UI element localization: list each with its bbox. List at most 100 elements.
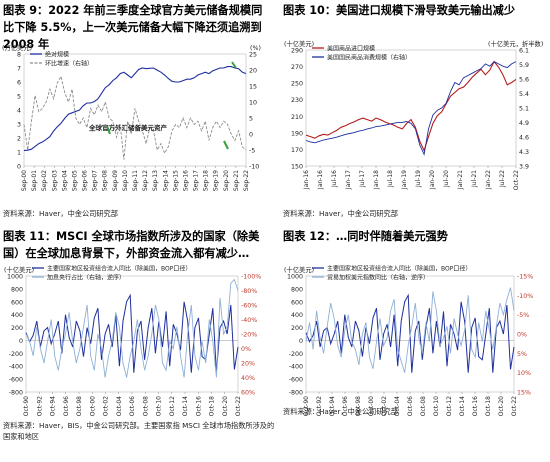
y-tick-label-right: 6.1 <box>519 48 529 55</box>
chart4: -800 -600 -400 -200 0 200 400 600 800 1000 -15% -10… <box>284 264 533 416</box>
x-tick-label: Sep-03 <box>51 170 58 191</box>
panel1-title: 图表 9：2022 年前三季度全球官方美元储备规模同比下降 5.5%，上一次美元… <box>3 4 263 51</box>
y-tick-label-left: 7 <box>17 66 21 73</box>
series-line-1 <box>305 287 515 373</box>
y-tick-label-left: 290 <box>291 48 303 55</box>
y-tick-label-right: 5 <box>249 116 253 123</box>
y-axis-label-left: (十亿美元) <box>284 265 314 274</box>
x-tick-label: Oct-02 <box>381 396 388 416</box>
panel3-title: 图表 11：MSCI 全球市场指数所涉及的国家（除美国）在全球加息背景下，外部资… <box>3 230 260 260</box>
y-axis-label-left: (十亿美元) <box>4 265 34 274</box>
legend-label: 美国商品进口规模 <box>327 44 375 52</box>
y-tick-label-right: 10% <box>517 370 531 377</box>
x-tick-label: Sep-00 <box>21 170 28 191</box>
series-line-1 <box>23 75 247 160</box>
y-tick-label-left: 190 <box>291 130 303 137</box>
chart1-container: 0 1 2 3 4 5 6 7 8 -10 -5 0 5 10 15 20 25 (万亿美元) (%) Sep-00 S… <box>0 36 275 198</box>
y-tick-label-right: 20% <box>241 361 255 368</box>
y-tick-label-right: 25 <box>249 52 257 59</box>
panel3-source: 资料来源：Haver，BIS，中金公司研究部。主要国家指 MSCI 全球市场指数… <box>3 421 275 441</box>
x-tick-label: Oct-06 <box>129 396 136 416</box>
y-tick-label-left: -200 <box>289 351 303 358</box>
y-tick-label-left: 5 <box>17 94 21 101</box>
x-tick-label: Jan-16 <box>317 170 324 190</box>
x-tick-label: Sep-06 <box>82 170 89 191</box>
x-tick-label: Oct-94 <box>329 396 336 416</box>
y-tick-label-right: -100% <box>241 274 261 281</box>
y-axis-label-left: (十亿美元) <box>284 39 314 48</box>
x-tick-label: Oct-10 <box>433 396 440 416</box>
y-tick-label-left: 250 <box>291 81 303 88</box>
x-tick-label: Oct-12 <box>169 396 176 416</box>
legend-label: 加息央行占比（右轴，逆序） <box>47 273 125 281</box>
chart3: -800 -600 -400 -200 0 200 400 600 800 1000 -100% -8… <box>4 264 261 416</box>
x-tick-label: Jul-19 <box>415 170 422 188</box>
y-tick-label-left: 1000 <box>7 274 23 281</box>
y-tick-label-right: 4.9 <box>519 120 529 127</box>
x-tick-label: Sep-15 <box>172 170 179 191</box>
y-tick-label-right: -10% <box>517 293 533 300</box>
x-tick-label: Oct-14 <box>459 396 466 416</box>
x-tick-label: Sep-04 <box>61 170 68 191</box>
panel4-source: 资料来源：Haver，中金公司研究部 <box>283 407 398 416</box>
panel2-source: 资料来源：Haver，中金公司研究部 <box>283 209 398 218</box>
y-tick-label-left: 270 <box>291 64 303 71</box>
y-axis-label-right: (十亿美元，折半数) <box>488 39 543 48</box>
y-tick-label-left: 0 <box>299 338 303 345</box>
x-tick-label: Sep-11 <box>132 170 139 191</box>
x-tick-label: Sep-19 <box>213 170 220 191</box>
x-tick-label: Sep-07 <box>92 170 99 191</box>
y-tick-label-right: 0% <box>517 332 527 339</box>
x-tick-label: Jan-20 <box>429 170 436 190</box>
y-tick-label-left: 3 <box>17 122 21 129</box>
x-tick-label: Oct-10 <box>156 396 163 416</box>
x-tick-label: Oct-90 <box>23 396 30 416</box>
chart1-inner-title: 全球官方外汇储备美元资产 <box>88 123 168 132</box>
x-tick-label: Oct-14 <box>182 396 189 416</box>
series-line-1 <box>305 61 517 156</box>
plot-frame <box>305 49 517 167</box>
x-tick-label: Sep-12 <box>142 170 149 191</box>
x-tick-label: Sep-22 <box>243 170 250 191</box>
y-tick-label-right: 60% <box>241 390 255 397</box>
y-tick-label-left: 400 <box>11 312 23 319</box>
y-tick-label-right: 4.3 <box>519 149 529 156</box>
green-arrow-1 <box>106 125 111 135</box>
y-tick-label-right: 5% <box>517 351 527 358</box>
y-tick-label-right: 4.6 <box>519 135 529 142</box>
x-tick-label: Jan-22 <box>485 170 492 190</box>
x-tick-label: Jul-20 <box>443 170 450 188</box>
x-tick-label: Oct-96 <box>342 396 349 416</box>
x-tick-label: Oct-90 <box>303 396 310 416</box>
x-tick-label: Jan-18 <box>373 170 380 190</box>
x-tick-label: Sep-14 <box>162 170 169 191</box>
x-tick-label: Oct-22 <box>235 396 242 416</box>
chart2-container: 150 170 190 210 230 250 270 290 3.9 4.3 4.6 4.9 5.1 5… <box>280 36 550 198</box>
x-tick-label: Oct-18 <box>485 396 492 416</box>
x-tick-label: Jul-21 <box>471 170 478 188</box>
series-line-1 <box>25 278 239 378</box>
y-tick-label-right: -15% <box>517 274 533 281</box>
y-tick-label-right: 10 <box>249 100 257 107</box>
x-tick-label: Oct-16 <box>195 396 202 416</box>
y-tick-label-left: 8 <box>17 52 21 59</box>
x-tick-label: Oct-96 <box>63 396 70 416</box>
y-tick-label-right: 5.6 <box>519 77 529 84</box>
y-tick-label-right: 40% <box>241 375 255 382</box>
y-tick-label-right: -60% <box>241 303 257 310</box>
x-tick-label: Oct-18 <box>209 396 216 416</box>
y-tick-label-right: 3.9 <box>519 164 529 171</box>
y-tick-label-right: 15 <box>249 84 257 91</box>
y-tick-label-left: -800 <box>9 390 23 397</box>
green-arrow-3 <box>223 140 229 150</box>
legend-label: 贸易加权美元指数同比（右轴，逆序） <box>327 273 429 281</box>
y-tick-label-right: -80% <box>241 288 257 295</box>
x-tick-label: Jan-16 <box>303 170 310 190</box>
y-tick-label-left: 4 <box>17 108 21 115</box>
y-tick-label-left: -800 <box>289 390 303 397</box>
y-tick-label-left: 170 <box>291 147 303 154</box>
y-tick-label-right: -40% <box>241 317 257 324</box>
y-tick-label-left: 600 <box>291 299 303 306</box>
y-tick-label-right: 0 <box>249 132 253 139</box>
x-tick-label: Oct-00 <box>89 396 96 416</box>
